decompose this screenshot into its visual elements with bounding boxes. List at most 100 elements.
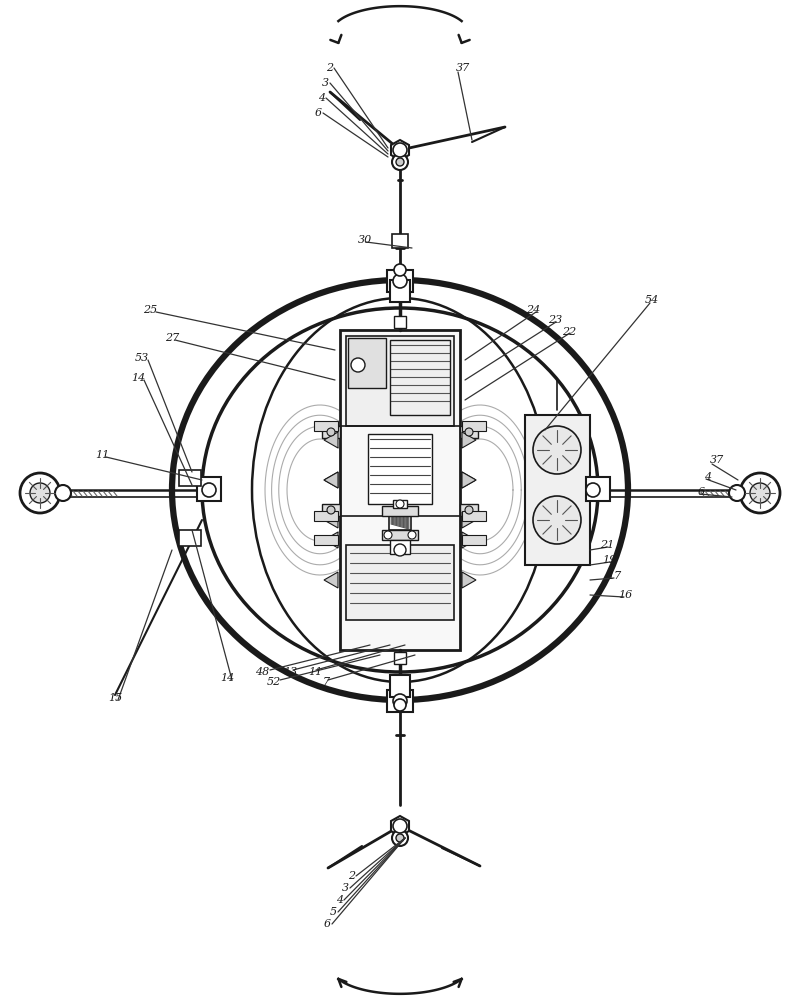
Text: 24: 24 bbox=[526, 305, 540, 315]
Text: 16: 16 bbox=[618, 590, 632, 600]
Polygon shape bbox=[462, 572, 476, 588]
Circle shape bbox=[327, 506, 335, 514]
Text: 7: 7 bbox=[323, 677, 330, 687]
Polygon shape bbox=[391, 816, 409, 836]
Polygon shape bbox=[391, 140, 409, 160]
Circle shape bbox=[351, 358, 365, 372]
Bar bbox=[346, 545, 454, 620]
Text: 37: 37 bbox=[710, 455, 724, 465]
Polygon shape bbox=[324, 472, 338, 488]
Polygon shape bbox=[324, 572, 338, 588]
Bar bbox=[586, 477, 610, 501]
Circle shape bbox=[392, 830, 408, 846]
Text: 13: 13 bbox=[283, 667, 297, 677]
Text: 11: 11 bbox=[308, 667, 322, 677]
Text: 15: 15 bbox=[108, 693, 123, 703]
Text: 6: 6 bbox=[324, 919, 331, 929]
Circle shape bbox=[750, 483, 770, 503]
Bar bbox=[340, 330, 460, 650]
Text: 5: 5 bbox=[330, 907, 337, 917]
Circle shape bbox=[384, 531, 392, 539]
Bar bbox=[179, 530, 201, 546]
Circle shape bbox=[394, 699, 406, 711]
Polygon shape bbox=[462, 512, 476, 528]
Circle shape bbox=[396, 500, 404, 508]
Polygon shape bbox=[462, 472, 476, 488]
Bar bbox=[346, 336, 454, 426]
Bar bbox=[525, 415, 590, 565]
Bar bbox=[314, 421, 338, 431]
Polygon shape bbox=[462, 432, 476, 448]
Bar bbox=[348, 338, 386, 388]
Bar bbox=[314, 511, 338, 521]
Bar bbox=[394, 652, 406, 664]
Polygon shape bbox=[462, 532, 476, 548]
Bar bbox=[197, 477, 221, 501]
Text: 6: 6 bbox=[315, 108, 322, 118]
Bar bbox=[179, 470, 201, 486]
Bar bbox=[390, 540, 410, 554]
Circle shape bbox=[729, 485, 745, 501]
Text: 52: 52 bbox=[267, 677, 281, 687]
Circle shape bbox=[202, 483, 216, 497]
Circle shape bbox=[396, 158, 404, 166]
Bar bbox=[394, 316, 406, 328]
Circle shape bbox=[327, 428, 335, 436]
Circle shape bbox=[20, 473, 60, 513]
Circle shape bbox=[394, 544, 406, 556]
Bar bbox=[393, 500, 407, 508]
Text: 22: 22 bbox=[562, 327, 576, 337]
Circle shape bbox=[533, 496, 581, 544]
Text: 37: 37 bbox=[456, 63, 470, 73]
Text: 21: 21 bbox=[600, 540, 614, 550]
Text: 4: 4 bbox=[318, 93, 325, 103]
Circle shape bbox=[55, 485, 71, 501]
Text: 14: 14 bbox=[220, 673, 234, 683]
Bar bbox=[389, 514, 411, 530]
Bar bbox=[392, 234, 408, 248]
Polygon shape bbox=[462, 472, 476, 488]
Bar bbox=[390, 280, 410, 302]
Bar bbox=[382, 530, 418, 540]
Text: 27: 27 bbox=[165, 333, 179, 343]
Text: 4: 4 bbox=[704, 472, 711, 482]
Text: 2: 2 bbox=[326, 63, 333, 73]
Text: 25: 25 bbox=[143, 305, 157, 315]
Bar bbox=[460, 504, 478, 516]
Polygon shape bbox=[324, 432, 338, 448]
Bar bbox=[387, 690, 413, 712]
Text: 48: 48 bbox=[255, 667, 269, 677]
Text: 54: 54 bbox=[645, 295, 659, 305]
Circle shape bbox=[465, 506, 473, 514]
Text: 2: 2 bbox=[348, 871, 355, 881]
Circle shape bbox=[396, 834, 404, 842]
Bar bbox=[462, 535, 486, 545]
Circle shape bbox=[393, 819, 407, 833]
Text: 19: 19 bbox=[602, 555, 616, 565]
Bar bbox=[390, 675, 410, 697]
Bar bbox=[322, 504, 340, 516]
Text: 14: 14 bbox=[131, 373, 145, 383]
Bar bbox=[462, 421, 486, 431]
Bar bbox=[390, 340, 450, 415]
Circle shape bbox=[393, 143, 407, 157]
Text: 17: 17 bbox=[607, 571, 622, 581]
Polygon shape bbox=[324, 532, 338, 548]
Circle shape bbox=[465, 428, 473, 436]
Bar bbox=[322, 426, 340, 438]
Text: 30: 30 bbox=[358, 235, 372, 245]
Circle shape bbox=[393, 274, 407, 288]
Bar bbox=[387, 270, 413, 292]
Bar bbox=[460, 426, 478, 438]
Bar bbox=[382, 506, 418, 516]
Circle shape bbox=[392, 154, 408, 170]
Polygon shape bbox=[324, 472, 338, 488]
Circle shape bbox=[740, 473, 780, 513]
Circle shape bbox=[586, 483, 600, 497]
Bar bbox=[368, 434, 432, 504]
Text: 6: 6 bbox=[698, 487, 705, 497]
Text: 3: 3 bbox=[322, 78, 329, 88]
Text: 4: 4 bbox=[336, 895, 343, 905]
Polygon shape bbox=[324, 512, 338, 528]
Circle shape bbox=[533, 426, 581, 474]
